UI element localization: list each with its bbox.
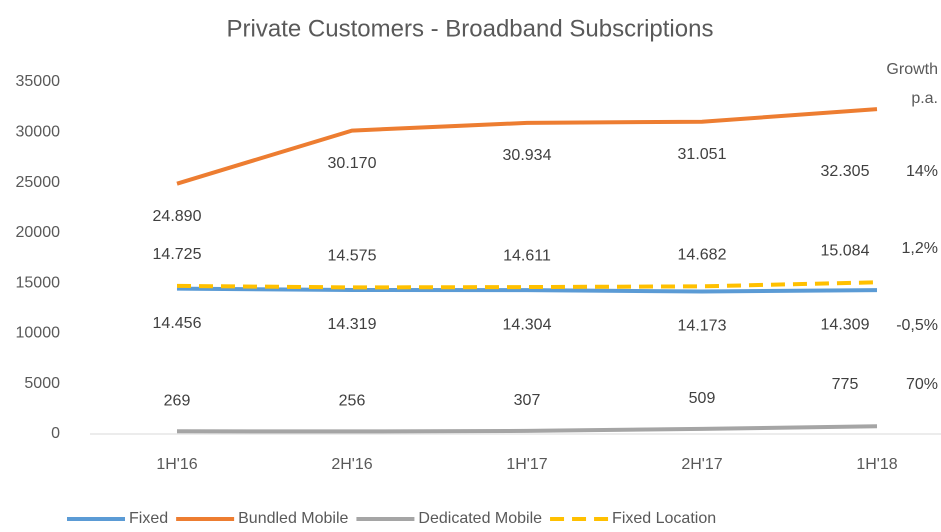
y-tick-label: 30000 [16, 124, 61, 141]
x-tick-label: 1H'17 [506, 456, 547, 473]
x-tick-label: 2H'16 [331, 456, 372, 473]
growth-label: 70% [906, 376, 938, 393]
y-tick-label: 20000 [16, 224, 61, 241]
series-line [176, 107, 878, 186]
data-label: 14.173 [678, 318, 727, 335]
data-label: 14.304 [503, 316, 552, 333]
data-label: 14.319 [328, 316, 377, 333]
y-tick-label: 25000 [16, 174, 61, 191]
legend-label: Fixed [129, 510, 168, 527]
legend-label: Bundled Mobile [238, 510, 348, 527]
series-line [176, 424, 878, 434]
data-label: 31.051 [678, 146, 727, 163]
series-line [176, 286, 878, 294]
growth-label: 14% [906, 163, 938, 180]
series-line [176, 280, 878, 290]
growth-title: p.a. [911, 90, 938, 107]
data-label: 14.309 [821, 316, 870, 333]
growth-label: -0,5% [896, 317, 938, 334]
growth-title: Growth [886, 61, 938, 78]
y-tick-label: 5000 [24, 375, 60, 392]
data-label: 14.575 [328, 248, 377, 265]
data-label: 307 [514, 392, 541, 409]
data-label: 30.934 [503, 147, 552, 164]
data-label: 15.084 [821, 243, 870, 260]
data-label: 32.305 [821, 163, 870, 180]
x-tick-label: 1H'18 [856, 456, 897, 473]
legend-label: Dedicated Mobile [418, 510, 542, 527]
data-label: 775 [832, 376, 859, 393]
data-label: 14.725 [153, 246, 202, 263]
growth-label: 1,2% [902, 240, 938, 257]
y-tick-label: 10000 [16, 325, 61, 342]
legend-label: Fixed Location [612, 510, 716, 527]
x-tick-label: 1H'16 [156, 456, 197, 473]
y-tick-label: 15000 [16, 274, 61, 291]
y-tick-label: 0 [51, 425, 60, 442]
y-tick-label: 35000 [16, 73, 61, 90]
data-label: 256 [339, 393, 366, 410]
x-tick-label: 2H'17 [681, 456, 722, 473]
data-label: 14.682 [678, 247, 727, 264]
data-label: 14.611 [503, 247, 551, 264]
data-label: 509 [689, 390, 716, 407]
chart-title: Private Customers - Broadband Subscripti… [227, 15, 714, 42]
data-label: 24.890 [153, 208, 202, 225]
data-label: 269 [164, 393, 191, 410]
data-label: 30.170 [328, 155, 377, 172]
data-label: 14.456 [153, 315, 202, 332]
